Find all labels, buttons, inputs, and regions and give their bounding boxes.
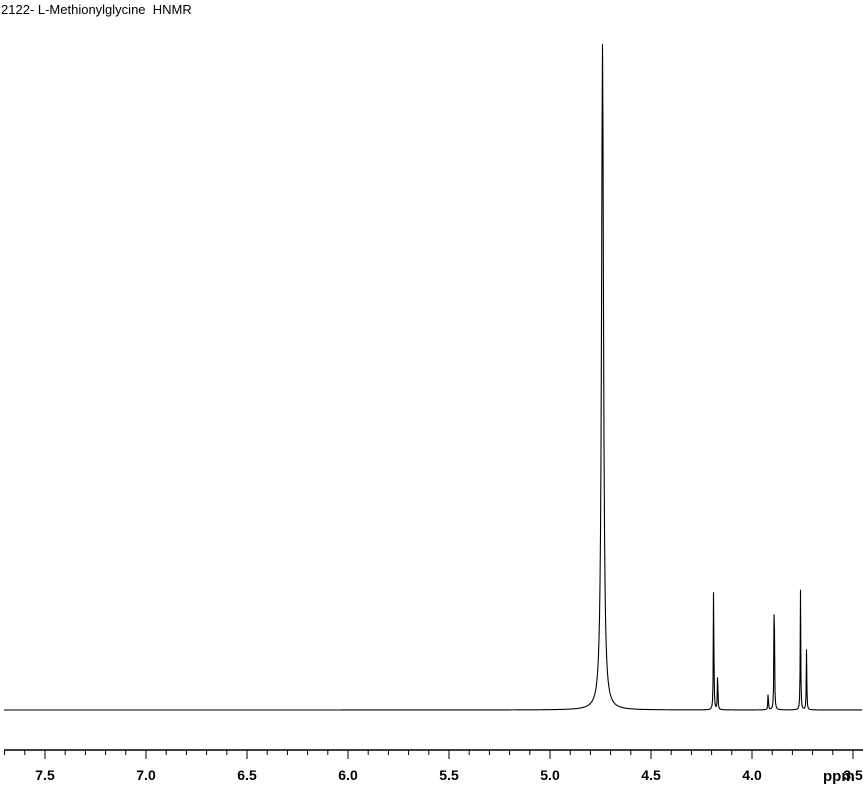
x-axis-ticks bbox=[4, 750, 854, 759]
spectrum-trace bbox=[4, 44, 862, 711]
tick-label: 5.0 bbox=[540, 767, 560, 783]
x-axis-label: ppm bbox=[823, 768, 855, 785]
tick-label: 6.0 bbox=[338, 767, 358, 783]
chart-title: 2122- L-Methionylglycine HNMR bbox=[1, 2, 192, 17]
x-axis-tick-labels: 7.57.06.56.05.55.04.54.03.53.02.52.01.51… bbox=[35, 767, 863, 783]
tick-label: 4.5 bbox=[641, 767, 661, 783]
tick-label: 6.5 bbox=[237, 767, 257, 783]
tick-label: 7.0 bbox=[136, 767, 156, 783]
tick-label: 7.5 bbox=[35, 767, 55, 783]
tick-label: 3.5 bbox=[843, 767, 863, 783]
tick-label: 4.0 bbox=[742, 767, 762, 783]
tick-label: 5.5 bbox=[439, 767, 459, 783]
